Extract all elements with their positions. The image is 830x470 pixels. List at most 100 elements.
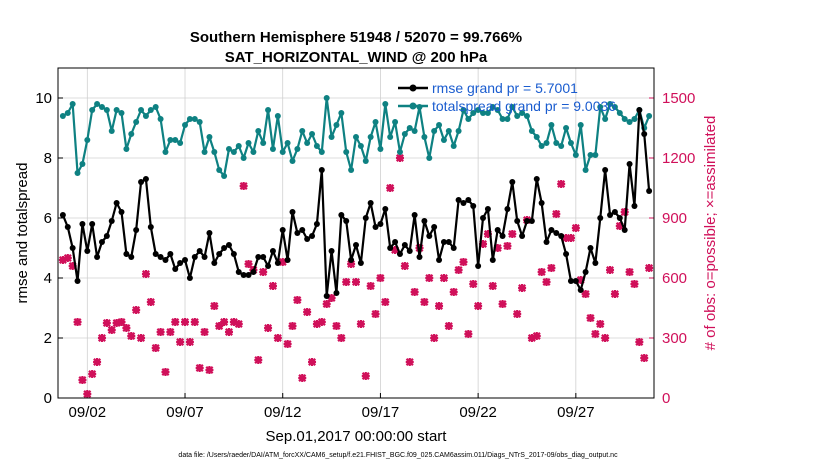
- totalspread-point: [138, 107, 145, 113]
- rmse-point: [230, 251, 237, 257]
- totalspread-point: [123, 146, 130, 152]
- obs-assimilated-marker: [615, 222, 624, 230]
- totalspread-point: [616, 110, 623, 116]
- totalspread-point: [260, 140, 267, 146]
- totalspread-point: [84, 137, 91, 143]
- obs-assimilated-marker: [327, 294, 336, 302]
- totalspread-point: [504, 116, 511, 122]
- rmse-point: [387, 245, 394, 251]
- rmse-point: [138, 179, 145, 185]
- obs-assimilated-marker: [58, 256, 67, 264]
- obs-assimilated-marker: [474, 302, 483, 310]
- rmse-point: [313, 221, 320, 227]
- rmse-point: [382, 206, 389, 212]
- rmse-point: [631, 203, 638, 209]
- rmse-point: [494, 227, 501, 233]
- totalspread-point: [338, 110, 345, 116]
- rmse-point: [538, 200, 545, 206]
- rmse-point: [240, 272, 247, 278]
- rmse-point: [265, 263, 272, 269]
- rmse-point: [113, 200, 120, 206]
- totalspread-point: [577, 122, 584, 128]
- obs-assimilated-marker: [112, 319, 121, 327]
- rmse-point: [411, 212, 418, 218]
- obs-assimilated-marker: [425, 274, 434, 282]
- y-right-tick-label: 1500: [662, 90, 695, 107]
- totalspread-point: [250, 149, 257, 155]
- rmse-point: [519, 233, 526, 239]
- totalspread-point: [0, 155, 3, 161]
- totalspread-point: [245, 140, 252, 146]
- totalspread-point: [392, 119, 399, 125]
- totalspread-point: [191, 116, 198, 122]
- rmse-point: [582, 269, 589, 275]
- totalspread-point: [514, 113, 521, 119]
- totalspread-point: [558, 143, 565, 149]
- totalspread-point: [406, 125, 413, 131]
- x-tick-label: 09/02: [69, 404, 107, 421]
- obs-assimilated-marker: [630, 280, 639, 288]
- rmse-point: [480, 215, 487, 221]
- obs-assimilated-marker: [224, 328, 233, 336]
- obs-assimilated-marker: [97, 334, 106, 342]
- totalspread-point: [279, 149, 286, 155]
- obs-assimilated-marker: [566, 234, 575, 242]
- y-right-tick-label: 600: [662, 270, 687, 287]
- obs-assimilated-marker: [552, 210, 561, 218]
- legend-rmse-label: rmse grand pr = 5.7001: [432, 80, 578, 96]
- obs-assimilated-marker: [181, 318, 190, 326]
- totalspread-point: [372, 119, 379, 125]
- rmse-point: [103, 233, 110, 239]
- obs-assimilated-marker: [518, 284, 527, 292]
- totalspread-point: [289, 158, 296, 164]
- totalspread-point: [64, 110, 71, 116]
- rmse-point: [455, 197, 462, 203]
- obs-assimilated-marker: [220, 318, 229, 326]
- rmse-point: [577, 287, 584, 293]
- rmse-point: [289, 209, 296, 215]
- rmse-point: [69, 245, 76, 251]
- obs-assimilated-marker: [78, 376, 87, 384]
- totalspread-point: [157, 116, 164, 122]
- totalspread-point: [426, 155, 433, 161]
- obs-assimilated-marker: [488, 282, 497, 290]
- obs-assimilated-marker: [234, 320, 243, 328]
- obs-assimilated-marker: [361, 372, 370, 380]
- rmse-point: [621, 227, 628, 233]
- totalspread-point: [523, 113, 530, 119]
- y-right-axis-ticks: 0 300 600 900 1200 1500: [649, 68, 695, 407]
- rmse-point: [221, 245, 228, 251]
- rmse-point: [152, 251, 159, 257]
- totalspread-point: [563, 125, 570, 131]
- rmse-point: [396, 251, 403, 257]
- rmse-point: [597, 215, 604, 221]
- rmse-point: [636, 107, 643, 113]
- rmse-point: [616, 215, 623, 221]
- rmse-point: [79, 221, 86, 227]
- obs-assimilated-marker: [625, 268, 634, 276]
- rmse-point: [641, 131, 648, 137]
- obs-assimilated-marker: [576, 276, 585, 284]
- totalspread-point: [548, 122, 555, 128]
- totalspread-point: [79, 161, 86, 167]
- obs-assimilated-marker: [386, 184, 395, 192]
- rmse-point: [436, 257, 443, 263]
- obs-assimilated-marker: [293, 296, 302, 304]
- totalspread-point: [475, 107, 482, 113]
- totalspread-point: [470, 110, 477, 116]
- rmse-point: [0, 227, 3, 233]
- rmse-point: [607, 212, 614, 218]
- rmse-point: [182, 257, 189, 263]
- legend-rmse-marker: [409, 84, 417, 92]
- totalspread-point: [304, 140, 311, 146]
- rmse-point: [98, 239, 105, 245]
- obs-assimilated-marker: [366, 282, 375, 290]
- y-left-axis-ticks: 0 2 4 6 8 10: [35, 90, 63, 407]
- rmse-point: [333, 290, 340, 296]
- plot-frame: [57, 67, 655, 399]
- rmse-point: [318, 167, 325, 173]
- rmse-point: [304, 236, 311, 242]
- rmse-point: [528, 218, 535, 224]
- obs-assimilated-marker: [464, 330, 473, 338]
- totalspread-point: [133, 119, 140, 125]
